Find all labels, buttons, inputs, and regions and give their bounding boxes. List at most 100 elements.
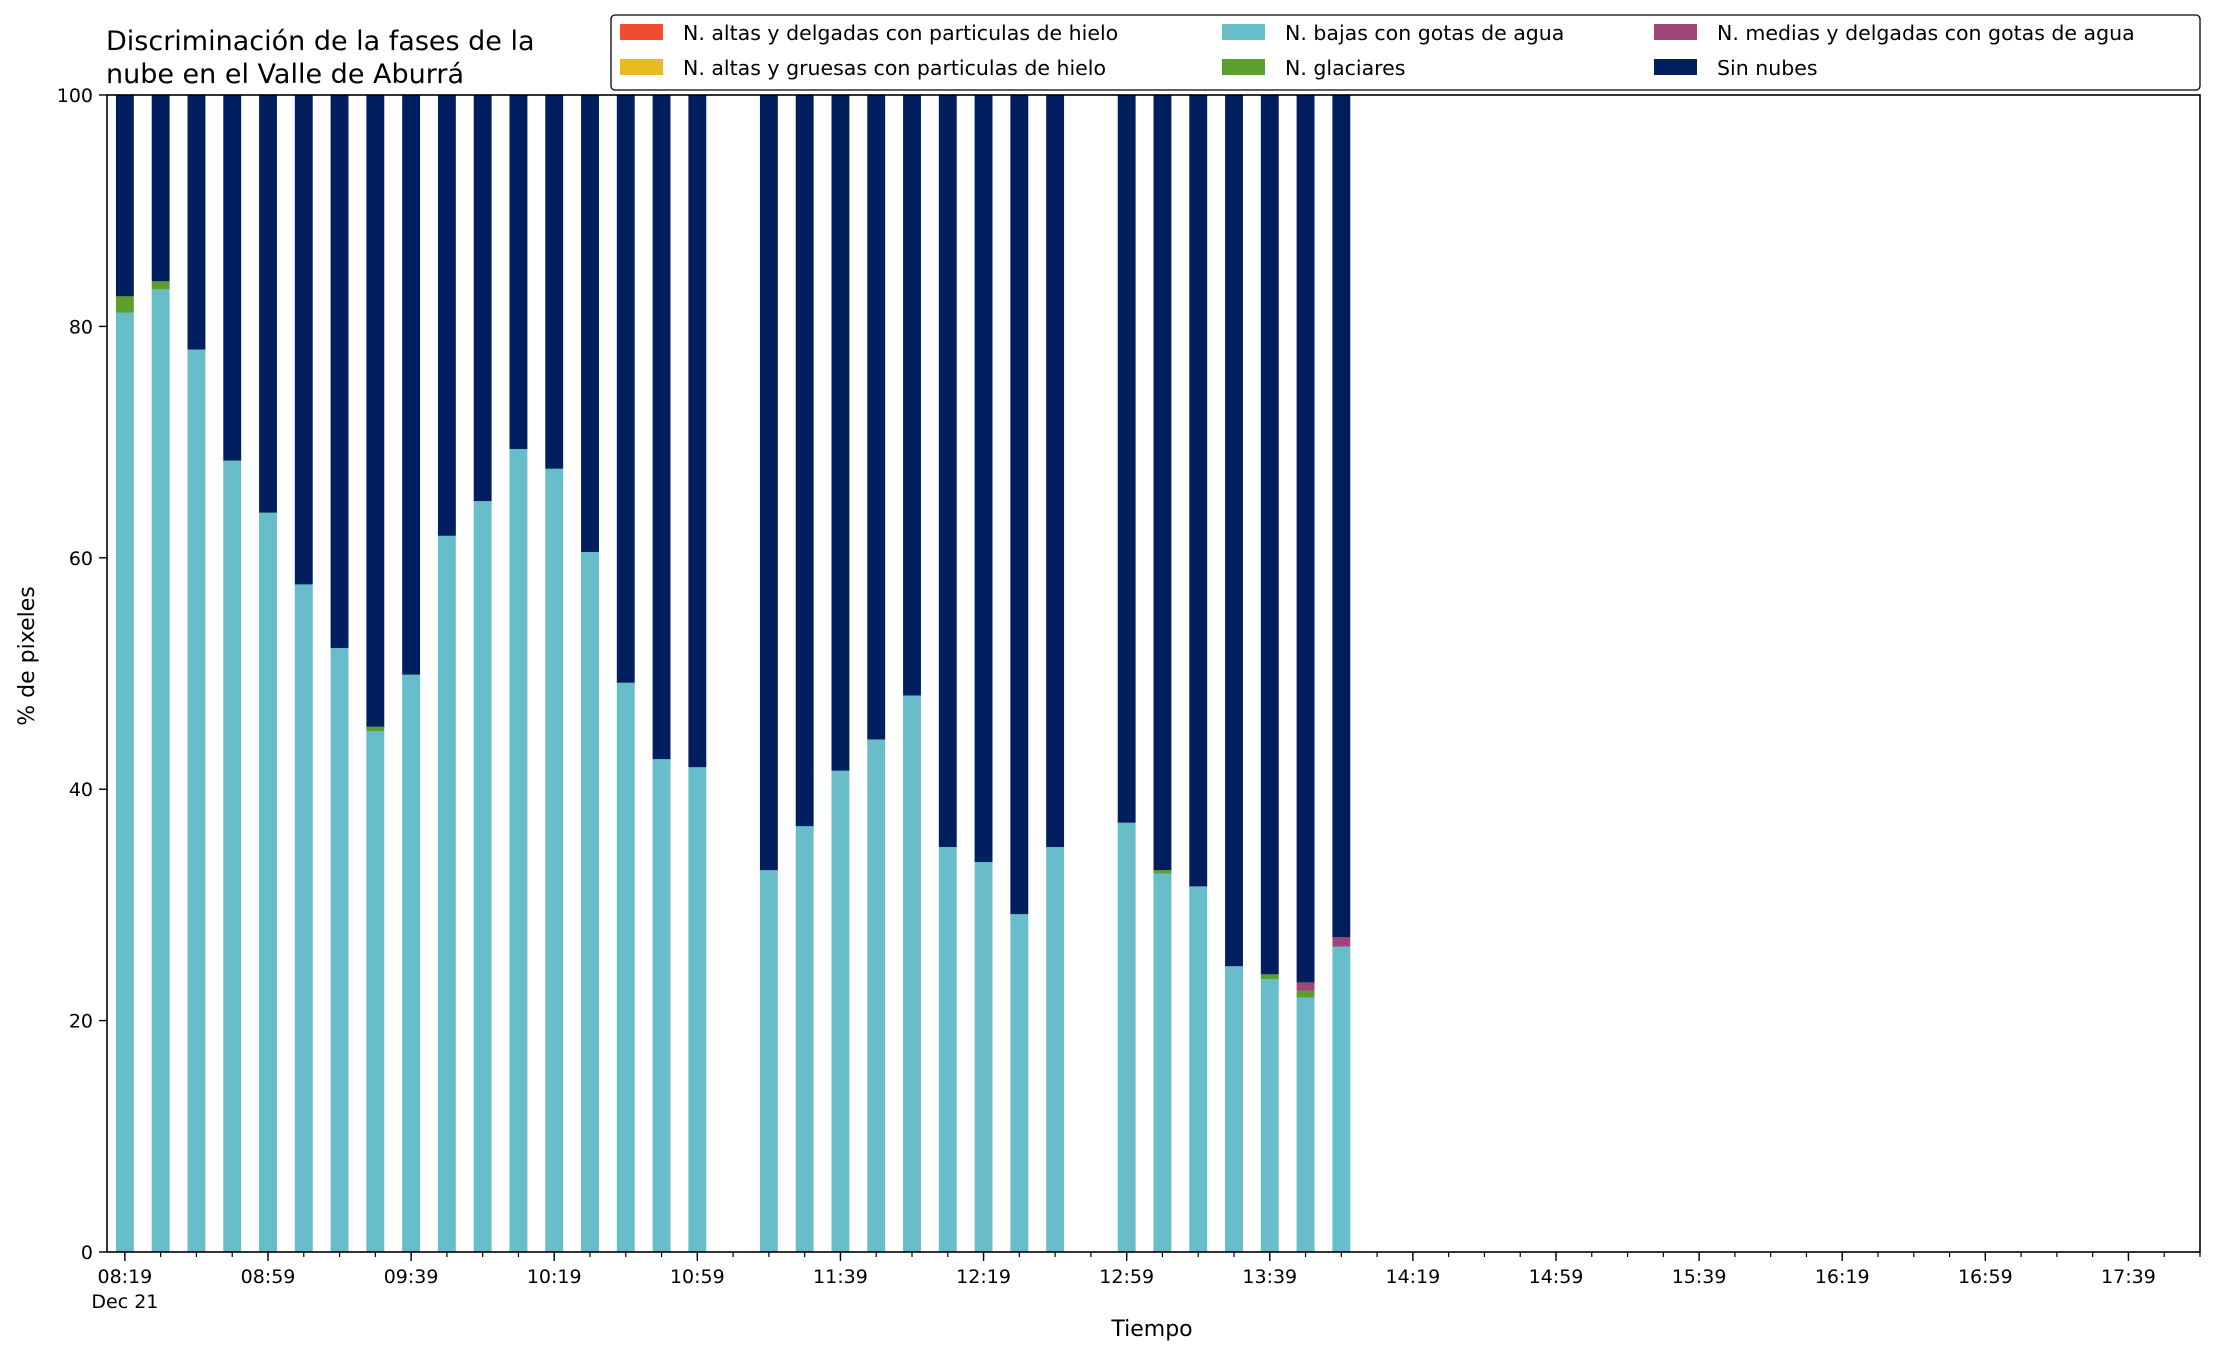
bar-segment	[1046, 95, 1065, 848]
plot-frame	[106, 94, 2201, 1253]
bar-segment	[938, 847, 957, 1252]
bar-segment	[1260, 95, 1279, 975]
y-tick-label: 0	[81, 1242, 93, 1264]
axes-layer: 0 20 40 60 80 100 08:19 Dec 21 08:59 09:39 10:19 10…	[57, 85, 2201, 1313]
bar-segment	[366, 95, 385, 727]
bar-segment	[545, 95, 564, 469]
bar-segment	[581, 552, 599, 1252]
bar-segment	[1296, 982, 1315, 991]
bars-layer	[115, 95, 1351, 1253]
bar-segment	[1117, 822, 1136, 1252]
bar-segment	[151, 95, 170, 282]
bar-segment	[473, 501, 492, 1252]
bar-segment	[115, 312, 134, 1252]
x-tick-label: 08:59	[241, 1266, 296, 1288]
bar-segment	[795, 95, 814, 827]
bar-segment	[1046, 847, 1065, 1252]
x-tick-label: 16:59	[1958, 1266, 2013, 1288]
bar-segment	[581, 95, 599, 553]
bar-segment	[366, 726, 385, 732]
x-tick-label: 08:19	[98, 1266, 153, 1288]
bar-segment	[402, 674, 421, 1252]
bar-segment	[545, 468, 564, 1253]
x-tick-label: 11:39	[813, 1266, 868, 1288]
bar-segment	[831, 95, 850, 771]
bar-segment	[974, 862, 993, 1252]
x-tick-sublabel: Dec 21	[91, 1291, 158, 1313]
bar-segment	[1296, 997, 1315, 1252]
bar-segment	[402, 95, 421, 675]
bar-segment	[1296, 990, 1315, 998]
bar-segment	[1332, 946, 1351, 1252]
bar-segment	[1296, 95, 1315, 983]
bar-segment	[1225, 95, 1243, 967]
x-tick-label: 10:59	[670, 1266, 725, 1288]
bar-segment	[509, 449, 528, 1252]
bar-segment	[867, 95, 886, 740]
bar-segment	[831, 770, 850, 1252]
y-tick-label: 20	[69, 1011, 93, 1033]
bar-segment	[1260, 978, 1279, 1252]
x-tick-label: 12:19	[956, 1266, 1011, 1288]
y-axis-label: % de pixeles	[15, 586, 40, 725]
bar-segment	[1189, 886, 1208, 1252]
chart-title-line: Discriminación de la fases de la	[106, 26, 535, 57]
bar-segment	[1189, 95, 1208, 887]
y-tick-label: 40	[69, 779, 93, 801]
legend-entry: N. bajas con gotas de agua	[1285, 21, 1564, 45]
legend-entry: N. glaciares	[1285, 56, 1405, 80]
bar-segment	[294, 95, 313, 585]
bar-segment	[115, 95, 134, 297]
bar-segment	[688, 95, 707, 768]
legend-swatch	[1222, 24, 1265, 40]
bar-segment	[1225, 966, 1243, 1252]
legend-box	[610, 14, 2201, 91]
bar-segment	[1153, 873, 1172, 1252]
bar-segment	[1010, 914, 1029, 1252]
legend-swatch	[620, 59, 663, 75]
bar-segment	[1010, 95, 1029, 915]
bar-segment	[330, 648, 349, 1252]
legend-swatch	[1654, 59, 1697, 75]
x-tick-label: 15:39	[1672, 1266, 1727, 1288]
bar-segment	[115, 296, 134, 313]
bar-segment	[795, 826, 814, 1252]
bar-segment	[652, 759, 671, 1252]
x-tick-label: 12:59	[1099, 1266, 1154, 1288]
bar-segment	[187, 349, 206, 1252]
bar-segment	[187, 95, 206, 350]
bar-segment	[437, 95, 456, 536]
bar-segment	[759, 870, 778, 1252]
bar-segment	[223, 95, 242, 461]
bar-segment	[1260, 974, 1279, 979]
legend-swatch	[1654, 24, 1697, 40]
bar-segment	[652, 95, 671, 760]
bar-segment	[867, 739, 886, 1252]
bar-segment	[366, 731, 385, 1252]
bar-segment	[688, 767, 707, 1252]
bar-segment	[151, 289, 170, 1252]
bar-segment	[616, 682, 635, 1252]
bar-segment	[259, 512, 277, 1252]
x-tick-label: 13:39	[1242, 1266, 1297, 1288]
x-tick-label: 14:19	[1386, 1266, 1441, 1288]
bar-segment	[1332, 95, 1351, 938]
bar-segment	[1153, 95, 1172, 871]
x-tick-label: 17:39	[2101, 1266, 2156, 1288]
legend: N. altas y delgadas con particulas de hi…	[610, 14, 2201, 91]
x-tick-label: 14:59	[1529, 1266, 1584, 1288]
legend-entry: Sin nubes	[1717, 56, 1818, 80]
bar-segment	[330, 95, 349, 649]
chart-title-line: nube en el Valle de Aburrá	[106, 59, 464, 90]
legend-swatch	[620, 24, 663, 40]
bar-segment	[1117, 95, 1136, 823]
bar-segment	[974, 95, 993, 863]
bar-segment	[437, 535, 456, 1252]
bar-segment	[1153, 870, 1172, 874]
bar-segment	[509, 95, 528, 450]
bar-segment	[759, 95, 778, 871]
y-tick-label: 100	[57, 85, 93, 107]
legend-entry: N. altas y gruesas con particulas de hie…	[683, 56, 1106, 80]
bar-segment	[938, 95, 957, 848]
